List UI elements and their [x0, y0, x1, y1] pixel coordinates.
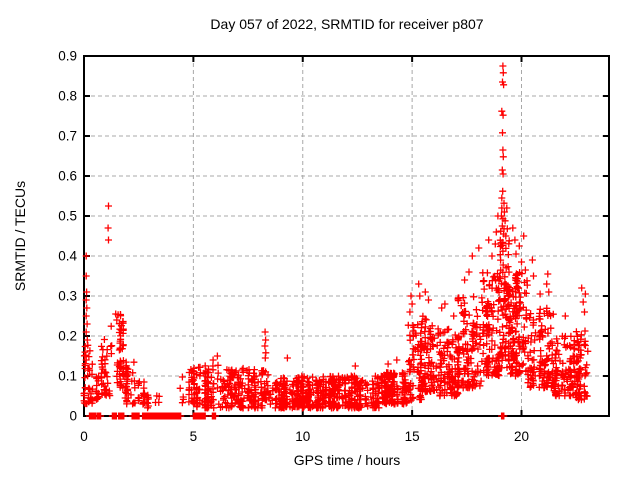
scatter-points [80, 62, 592, 420]
y-tick-label: 0.5 [58, 209, 77, 224]
x-tick-label: 15 [405, 429, 420, 444]
y-tick-label: 0.3 [58, 289, 77, 304]
y-tick-label: 0.2 [58, 329, 77, 344]
y-tick-label: 0.8 [58, 89, 77, 104]
x-tick-label: 20 [514, 429, 529, 444]
y-tick-label: 0.4 [58, 249, 77, 264]
grid-lines [84, 56, 609, 416]
y-tick-label: 0.9 [58, 49, 77, 64]
x-tick-label: 0 [80, 429, 88, 444]
chart-title: Day 057 of 2022, SRMTID for receiver p80… [210, 16, 484, 32]
y-tick-label: 0.6 [58, 169, 77, 184]
x-tick-label: 10 [295, 429, 310, 444]
x-tick-label: 5 [190, 429, 198, 444]
y-tick-label: 0.7 [58, 129, 77, 144]
axis-ticks [83, 55, 609, 417]
plot-frame [83, 55, 610, 417]
y-tick-label: 0 [69, 409, 77, 424]
y-tick-label: 0.1 [58, 369, 77, 384]
x-axis-label: GPS time / hours [293, 452, 401, 468]
